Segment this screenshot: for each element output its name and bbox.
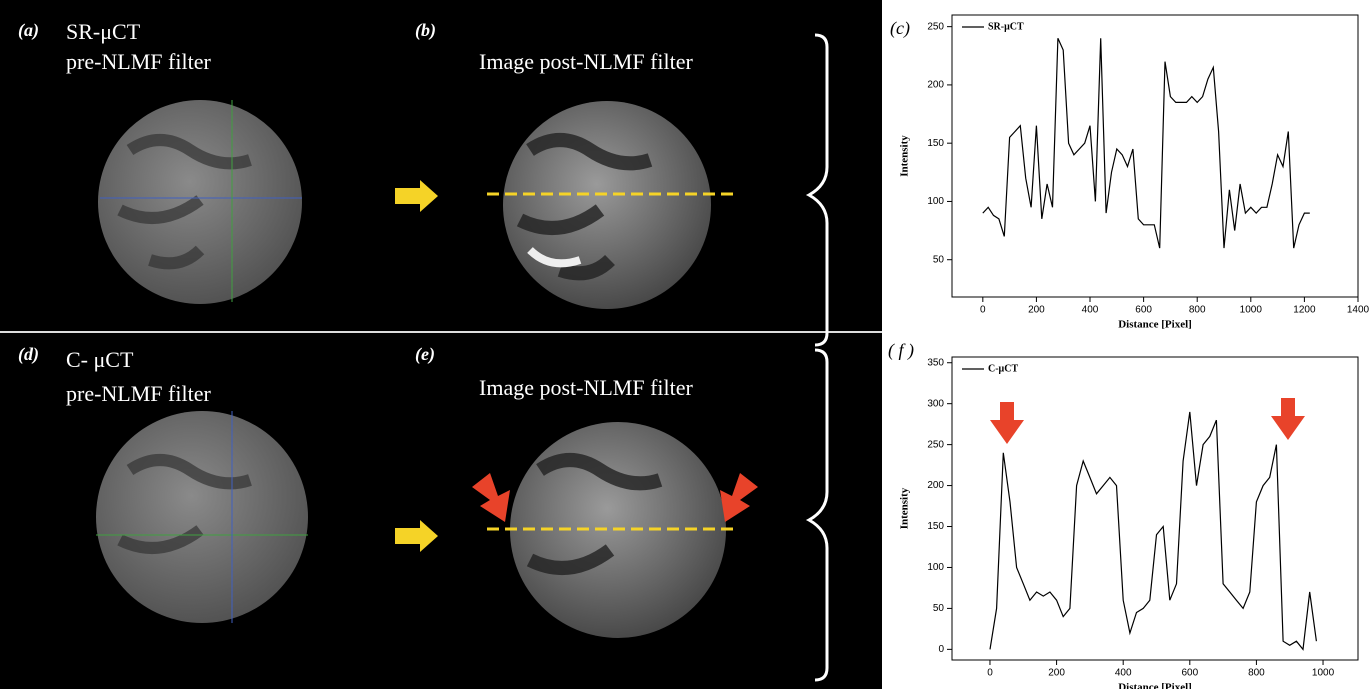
x-tick-label: 200	[1028, 305, 1045, 316]
x-tick-label: 0	[987, 668, 993, 679]
x-tick-label: 1400	[1347, 305, 1370, 316]
y-tick-label: 200	[927, 80, 944, 91]
y-tick-label: 250	[927, 439, 944, 450]
y-tick-label: 50	[933, 603, 945, 614]
panel-title: C- μCT	[66, 347, 134, 372]
specimen-image	[98, 100, 302, 304]
panel-label: ( f )	[888, 340, 914, 361]
legend-label: SR-μCT	[988, 21, 1024, 32]
x-tick-label: 1000	[1312, 668, 1335, 679]
x-tick-label: 1000	[1240, 305, 1263, 316]
x-tick-label: 600	[1181, 668, 1198, 679]
x-tick-label: 800	[1189, 305, 1206, 316]
panel-title: Image post-NLMF filter	[479, 49, 694, 74]
x-axis-label: Distance [Pixel]	[1118, 682, 1192, 689]
x-tick-label: 400	[1115, 668, 1132, 679]
y-axis-label: Intensity	[899, 135, 911, 177]
x-axis-label: Distance [Pixel]	[1118, 319, 1192, 331]
panel-label: (a)	[18, 20, 39, 41]
y-tick-label: 300	[927, 398, 944, 409]
x-tick-label: 600	[1135, 305, 1152, 316]
specimen-image	[96, 411, 308, 623]
panel-label: (c)	[890, 18, 910, 39]
figure: (a) SR-μCT pre-NLMF filter (b) Image pos…	[0, 0, 1371, 689]
x-tick-label: 200	[1048, 668, 1065, 679]
y-tick-label: 0	[938, 644, 944, 655]
plot-frame	[952, 15, 1358, 297]
y-tick-label: 250	[927, 21, 944, 32]
x-tick-label: 800	[1248, 668, 1265, 679]
panel-label: (b)	[415, 20, 436, 41]
x-tick-label: 1200	[1293, 305, 1316, 316]
y-tick-label: 150	[927, 521, 944, 532]
x-tick-label: 0	[980, 305, 986, 316]
panel-label: (d)	[18, 344, 39, 365]
panel-label: (e)	[415, 344, 435, 365]
y-tick-label: 100	[927, 562, 944, 573]
panel-subtitle: pre-NLMF filter	[66, 381, 211, 406]
y-tick-label: 50	[933, 254, 945, 265]
data-line	[983, 38, 1310, 248]
y-tick-label: 100	[927, 196, 944, 207]
annotation-arrow	[1271, 398, 1305, 440]
panel-subtitle: pre-NLMF filter	[66, 49, 211, 74]
y-tick-label: 350	[927, 357, 944, 368]
panel-title: Image post-NLMF filter	[479, 375, 694, 400]
legend-label: C-μCT	[988, 363, 1018, 374]
data-line	[990, 412, 1316, 650]
y-tick-label: 200	[927, 480, 944, 491]
panel-title: SR-μCT	[66, 19, 141, 44]
annotation-arrow	[990, 402, 1024, 444]
y-tick-label: 150	[927, 138, 944, 149]
y-axis-label: Intensity	[899, 487, 911, 529]
x-tick-label: 400	[1082, 305, 1099, 316]
